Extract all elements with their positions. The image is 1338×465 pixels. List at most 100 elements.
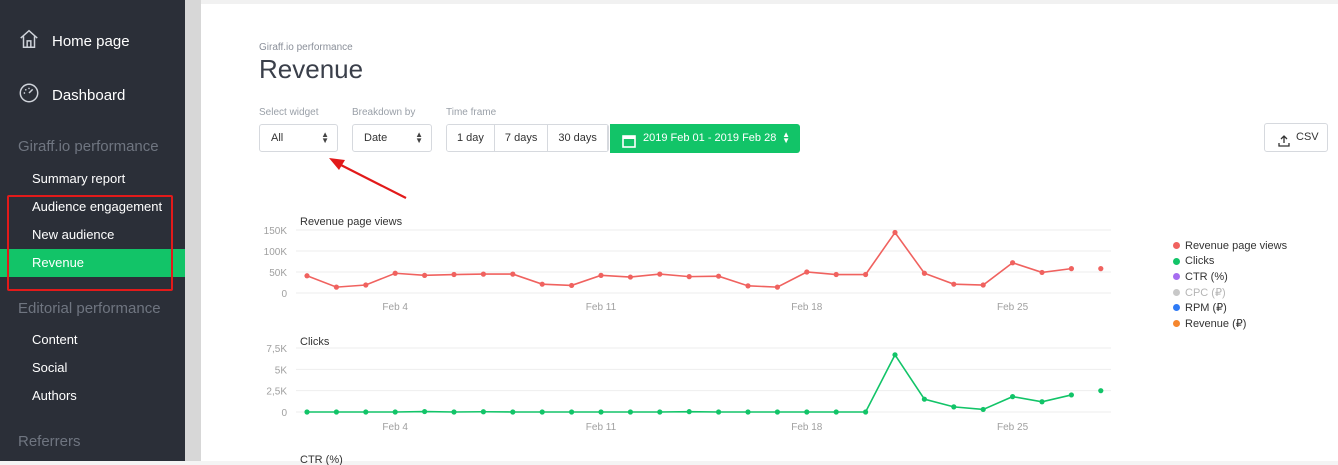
sidebar-item-content[interactable]: Content <box>32 332 78 347</box>
select-arrows-icon: ▲ ▼ <box>782 130 790 145</box>
breakdown-select-value: Date <box>364 132 388 144</box>
breakdown-select[interactable]: Date ▲ ▼ <box>352 124 432 152</box>
x-tick-label: Feb 25 <box>997 302 1029 313</box>
data-point <box>863 271 869 278</box>
data-point <box>333 284 339 290</box>
y-tick-label: 2,5K <box>266 387 287 398</box>
data-point <box>569 409 575 415</box>
data-point <box>833 409 839 415</box>
data-point <box>451 271 457 278</box>
legend-item[interactable]: Revenue page views <box>1173 238 1287 254</box>
data-point <box>1068 266 1074 272</box>
legend-item[interactable]: Clicks <box>1173 254 1287 270</box>
data-point <box>627 274 633 280</box>
legend-dot <box>1173 319 1180 327</box>
data-point <box>333 409 339 415</box>
y-tick-label: 7,5K <box>266 344 287 355</box>
legend-dot <box>1173 257 1180 265</box>
data-point <box>863 409 869 415</box>
upload-icon <box>1278 131 1290 158</box>
chart-legend: Revenue page views Clicks CTR (%) CPC (₽… <box>1173 238 1287 331</box>
page-title: Revenue <box>259 54 364 84</box>
sidebar-item-revenue[interactable]: Revenue <box>0 249 185 277</box>
section-giraff-performance: Giraff.io performance <box>18 138 159 155</box>
data-point <box>686 409 692 415</box>
data-point <box>422 272 428 278</box>
nav-dashboard[interactable]: Dashboard <box>18 82 125 108</box>
data-point <box>774 409 781 415</box>
data-point <box>598 272 604 278</box>
x-tick-label: Feb 11 <box>586 422 617 433</box>
legend-item[interactable]: CTR (%) <box>1173 269 1287 285</box>
chart-title: Revenue page views <box>300 216 403 228</box>
sidebar-item-audience-engagement[interactable]: Audience engagement <box>32 199 163 214</box>
data-point <box>921 270 928 276</box>
section-editorial-performance: Editorial performance <box>18 300 161 317</box>
data-point <box>1039 269 1045 276</box>
legend-dot <box>1173 242 1180 250</box>
data-point <box>480 271 486 277</box>
sidebar-item-authors[interactable]: Authors <box>32 388 77 403</box>
sidebar-item-new-audience[interactable]: New audience <box>32 227 115 242</box>
widget-select[interactable]: All ▲ ▼ <box>259 124 338 152</box>
data-point <box>627 409 633 415</box>
data-point <box>951 281 957 287</box>
timeframe-7-days[interactable]: 7 days <box>494 125 549 151</box>
csv-export-button[interactable]: CSV <box>1264 123 1328 152</box>
sidebar-item-social[interactable]: Social <box>32 360 68 375</box>
nav-home[interactable]: Home page <box>18 28 130 54</box>
legend-item[interactable]: Revenue (₽) <box>1173 316 1287 332</box>
data-point <box>657 409 663 415</box>
sidebar: Home page Dashboard Giraff.io performanc… <box>0 0 185 461</box>
data-point <box>422 408 428 415</box>
legend-item[interactable]: RPM (₽) <box>1173 300 1287 316</box>
data-point <box>510 409 516 415</box>
data-point <box>363 409 369 415</box>
annotation-highlight-box <box>7 195 173 291</box>
select-arrows-icon: ▲ ▼ <box>321 130 329 145</box>
date-range-button[interactable]: 2019 Feb 01 - 2019 Feb 28 ▲ ▼ <box>610 124 800 153</box>
data-point <box>480 409 486 415</box>
timeframe-30-days[interactable]: 30 days <box>548 125 608 151</box>
data-point <box>392 270 398 276</box>
data-point <box>1098 266 1104 272</box>
data-point <box>804 269 810 275</box>
data-point <box>951 404 957 410</box>
legend-item[interactable]: CPC (₽) <box>1173 285 1287 301</box>
data-point <box>451 409 457 415</box>
x-tick-label: Feb 18 <box>791 302 823 313</box>
data-point <box>892 229 898 236</box>
charts-area: Revenue page views 150K 100K 50K 0 Feb 4 Feb 1… <box>264 216 1111 465</box>
select-arrows-icon: ▲ ▼ <box>415 130 423 145</box>
data-point <box>833 271 839 278</box>
sidebar-item-summary-report[interactable]: Summary report <box>32 171 126 186</box>
x-tick-label: Feb 18 <box>791 422 823 433</box>
calendar-icon <box>622 131 636 148</box>
main-content: Giraff.io performance Revenue Select wid… <box>201 0 1338 465</box>
legend-label: Revenue (₽) <box>1185 317 1247 330</box>
data-point <box>716 273 722 279</box>
legend-label: CPC (₽) <box>1185 286 1226 299</box>
breadcrumb: Giraff.io performance <box>259 42 353 53</box>
data-point <box>980 282 986 288</box>
widget-label: Select widget <box>259 107 319 118</box>
y-tick-label: 100K <box>264 247 288 258</box>
y-tick-label: 50K <box>269 268 287 279</box>
x-tick-label: Feb 4 <box>382 302 408 313</box>
data-point <box>363 282 369 288</box>
data-point <box>980 406 986 413</box>
legend-dot <box>1173 288 1180 296</box>
data-point <box>921 396 928 402</box>
data-point <box>657 271 663 277</box>
data-point <box>1068 392 1074 398</box>
data-point <box>745 409 751 415</box>
timeframe-label: Time frame <box>446 107 497 118</box>
section-referrers: Referrers <box>18 433 81 450</box>
csv-label: CSV <box>1296 131 1319 143</box>
timeframe-1-day[interactable]: 1 day <box>447 125 495 151</box>
x-tick-label: Feb 11 <box>586 302 617 313</box>
data-point <box>745 283 751 289</box>
data-point <box>686 274 692 280</box>
data-point <box>1039 399 1045 405</box>
nav-dashboard-label: Dashboard <box>52 86 126 104</box>
